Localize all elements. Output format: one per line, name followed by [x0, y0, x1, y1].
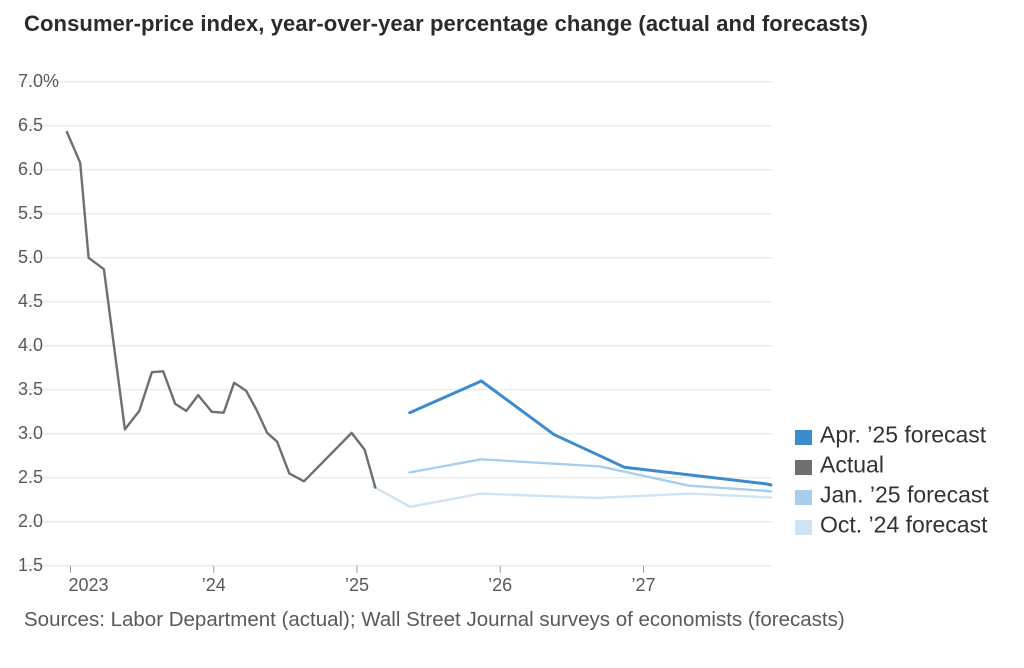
svg-text:6.5: 6.5 — [18, 115, 43, 135]
svg-text:Apr. ’25 forecast: Apr. ’25 forecast — [820, 422, 987, 448]
svg-text:’25: ’25 — [345, 575, 369, 595]
svg-text:’27: ’27 — [631, 575, 655, 595]
svg-text:4.5: 4.5 — [18, 291, 43, 311]
svg-text:2.5: 2.5 — [18, 467, 43, 487]
svg-text:Jan. ’25 forecast: Jan. ’25 forecast — [820, 482, 989, 508]
svg-text:’26: ’26 — [488, 575, 512, 595]
svg-text:5.5: 5.5 — [18, 203, 43, 223]
svg-text:4.0: 4.0 — [18, 335, 43, 355]
svg-text:7.0%: 7.0% — [18, 71, 59, 91]
svg-text:Oct. ’24 forecast: Oct. ’24 forecast — [820, 512, 988, 538]
svg-text:Actual: Actual — [820, 452, 884, 478]
svg-text:2023: 2023 — [69, 575, 109, 595]
svg-text:’24: ’24 — [202, 575, 226, 595]
svg-text:3.0: 3.0 — [18, 423, 43, 443]
svg-text:1.5: 1.5 — [18, 555, 43, 575]
svg-text:3.5: 3.5 — [18, 379, 43, 399]
svg-text:5.0: 5.0 — [18, 247, 43, 267]
svg-text:2.0: 2.0 — [18, 511, 43, 531]
svg-text:6.0: 6.0 — [18, 159, 43, 179]
